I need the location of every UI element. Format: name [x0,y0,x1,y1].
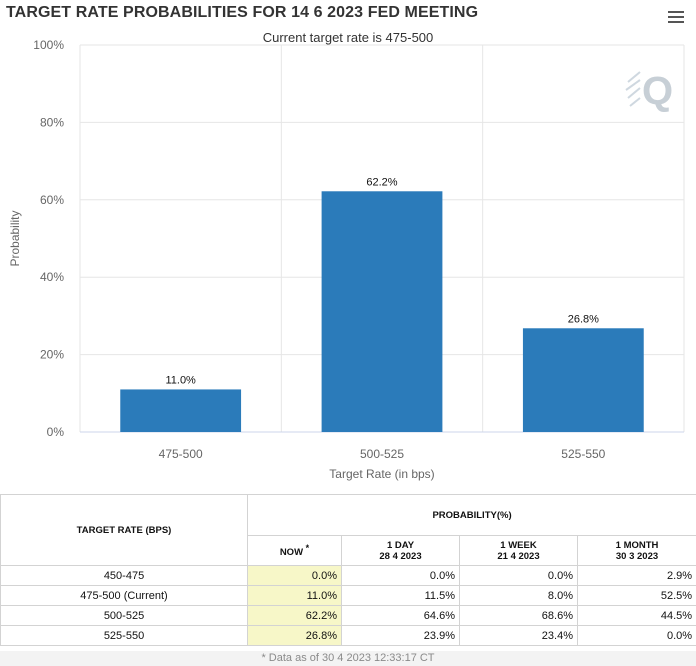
now-cell: 62.2% [247,605,342,626]
one-day-cell: 0.0% [341,565,460,586]
y-tick-label: 80% [40,115,64,129]
rate-column-header: TARGET RATE (BPS) [0,494,248,566]
one-week-cell: 8.0% [459,585,578,606]
bar [120,389,242,432]
hamburger-menu-icon[interactable] [668,11,684,25]
bar [321,191,443,432]
q-logo-icon: Q [625,69,673,113]
probability-table: TARGET RATE (BPS) PROBABILITY(%) NOW * 1… [0,494,696,646]
y-tick-label: 0% [47,425,65,439]
one-week-cell: 23.4% [459,625,578,646]
table-row: 500-525 62.2% 64.6% 68.6% 44.5% [0,605,696,626]
y-tick-label: 100% [33,38,64,52]
one-month-cell: 2.9% [576,565,696,586]
one-month-column-header: 1 MONTH 30 3 2023 [576,535,696,566]
data-label: 62.2% [366,176,397,188]
chart-subtitle: Current target rate is 475-500 [262,30,434,45]
now-cell: 11.0% [247,585,342,606]
now-cell: 26.8% [247,625,342,646]
one-month-cell: 52.5% [576,585,696,606]
data-timestamp-footnote: * Data as of 30 4 2023 12:33:17 CT [0,651,696,666]
bar-chart: 0% 20% 40% 60% 80% 100% Probability 11.0% 475-50… [8,38,685,481]
rate-cell: 500-525 [0,605,248,626]
data-label: 26.8% [568,313,599,325]
table-row: 475-500 (Current) 11.0% 11.5% 8.0% 52.5% [0,585,696,606]
one-day-cell: 64.6% [341,605,460,626]
x-tick-label: 525-550 [561,447,605,461]
one-day-column-header: 1 DAY 28 4 2023 [341,535,460,566]
one-week-cell: 68.6% [459,605,578,626]
one-week-cell: 0.0% [459,565,578,586]
probability-group-header: PROBABILITY(%) [246,494,696,536]
one-day-cell: 11.5% [341,585,460,606]
rate-cell: 450-475 [0,565,248,586]
one-week-column-header: 1 WEEK 21 4 2023 [459,535,578,566]
table-row: 525-550 26.8% 23.9% 23.4% 0.0% [0,625,696,646]
chart-title: TARGET RATE PROBABILITIES FOR 14 6 2023 … [6,4,479,21]
one-month-cell: 0.0% [576,625,696,646]
now-cell: 0.0% [247,565,342,586]
x-tick-label: 500-525 [360,447,404,461]
y-tick-label: 20% [40,348,64,362]
table-row: 450-475 0.0% 0.0% 0.0% 2.9% [0,565,696,586]
now-column-header: NOW * [247,535,342,566]
rate-cell: 525-550 [0,625,248,646]
svg-text:Q: Q [642,69,673,113]
one-month-cell: 44.5% [576,605,696,626]
bar [522,328,644,432]
rate-cell: 475-500 (Current) [0,585,248,606]
x-axis-title: Target Rate (in bps) [329,467,434,481]
one-day-cell: 23.9% [341,625,460,646]
y-axis-title: Probability [8,210,22,266]
y-tick-label: 40% [40,270,64,284]
data-label: 11.0% [165,374,196,386]
y-tick-label: 60% [40,193,64,207]
x-tick-label: 475-500 [159,447,203,461]
